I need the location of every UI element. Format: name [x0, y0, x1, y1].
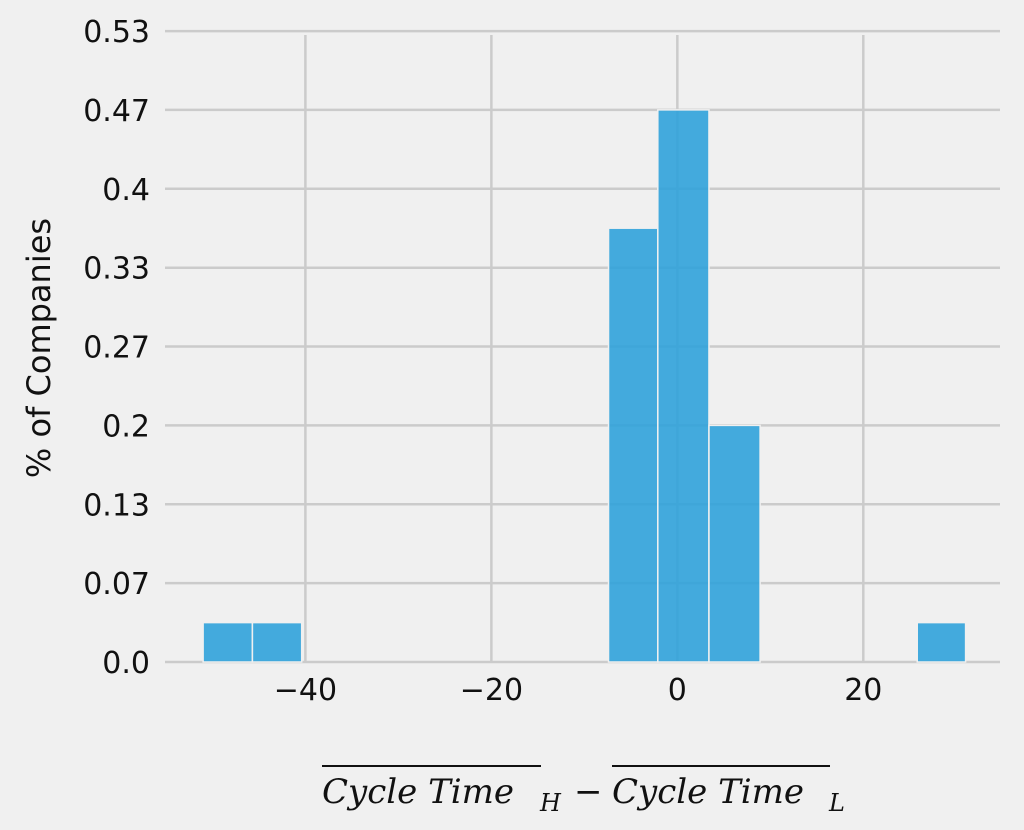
y-tick-label: 0.13: [83, 488, 150, 523]
histogram-bar-4: [708, 424, 761, 663]
y-tick-label: 0.27: [83, 330, 150, 365]
y-axis-label: % of Companies: [20, 218, 58, 478]
x-label-sub-l: L: [828, 789, 845, 817]
x-axis-label: Cycle Time H − Cycle Time L: [322, 765, 845, 817]
x-label-operator: −: [574, 772, 603, 812]
y-tick-label: 0.0: [102, 646, 150, 681]
histogram-bars: [202, 109, 967, 663]
y-tick-label: 0.2: [102, 409, 150, 444]
x-label-term-h: Cycle Time: [322, 772, 514, 812]
y-tick-label: 0.07: [83, 567, 150, 602]
histogram-bar-0: [202, 621, 254, 663]
histogram-bar-1: [251, 621, 303, 663]
histogram-bar-5: [916, 621, 967, 663]
x-label-term-l: Cycle Time: [612, 772, 804, 812]
y-tick-label: 0.4: [102, 173, 150, 208]
x-label-sub-h: H: [539, 789, 562, 817]
y-tick-label: 0.47: [83, 94, 150, 129]
x-tick-label: −20: [460, 673, 523, 708]
grid-lines: [165, 29, 1000, 664]
histogram-bar-3: [657, 109, 710, 663]
x-axis-ticks: −40 −20 0 20: [274, 673, 883, 708]
histogram-bar-2: [607, 227, 659, 663]
x-tick-label: 20: [844, 673, 882, 708]
y-axis-ticks: 0.0 0.07 0.13 0.2 0.27 0.33 0.4 0.47 0.53: [83, 15, 150, 681]
x-tick-label: 0: [668, 673, 687, 708]
x-tick-label: −40: [274, 673, 337, 708]
y-tick-label: 0.53: [83, 15, 150, 50]
y-tick-label: 0.33: [83, 252, 150, 287]
